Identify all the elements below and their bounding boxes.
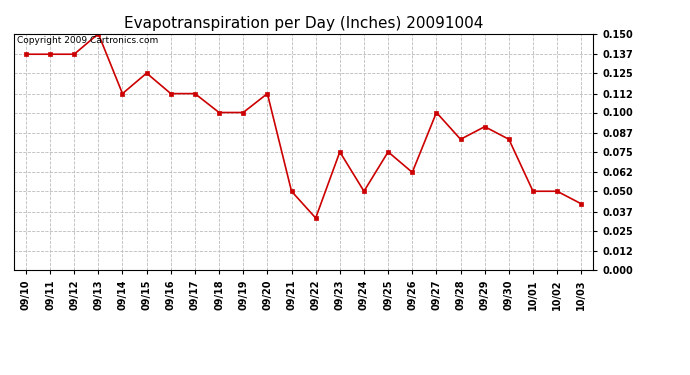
Text: Copyright 2009 Cartronics.com: Copyright 2009 Cartronics.com (17, 36, 158, 45)
Title: Evapotranspiration per Day (Inches) 20091004: Evapotranspiration per Day (Inches) 2009… (124, 16, 483, 31)
